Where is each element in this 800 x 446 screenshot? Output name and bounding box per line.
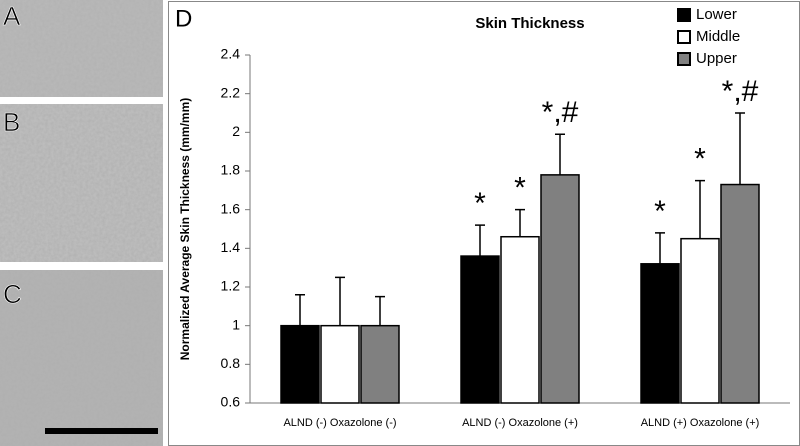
- legend-swatch: [677, 30, 691, 44]
- y-tick-label: 0.6: [221, 394, 241, 410]
- error-bar: [655, 232, 665, 264]
- y-axis-label: Normalized Average Skin Thickness (mm/mm…: [178, 98, 192, 361]
- error-bar: [695, 179, 705, 239]
- bar: [320, 324, 360, 404]
- y-tick-label: 2.2: [221, 84, 241, 100]
- micrograph-texture: [0, 270, 163, 446]
- y-tick-label: 2.4: [221, 46, 241, 62]
- bar: [460, 255, 500, 404]
- bar: [500, 235, 540, 404]
- panel-labels: A B C: [3, 1, 22, 310]
- x-tick-label: ALND (-) Oxazolone (+): [462, 417, 578, 429]
- y-tick-label: 0.8: [221, 355, 241, 371]
- significance-label: *: [694, 143, 706, 176]
- y-tick-label: 1.6: [221, 200, 241, 216]
- significance-label: *: [514, 172, 526, 205]
- micrographs: [0, 0, 163, 446]
- significance-label: *,#: [542, 96, 579, 129]
- significance-label: *: [654, 195, 666, 228]
- y-tick-label: 2: [232, 123, 240, 139]
- legend-label: Upper: [696, 50, 737, 67]
- bar: [680, 237, 720, 404]
- error-bar: [475, 224, 485, 257]
- y-tick-label: 1.4: [221, 239, 241, 255]
- error-bar: [555, 133, 565, 175]
- bar: [640, 263, 680, 404]
- y-tick-label: 1: [232, 316, 240, 332]
- significance-label: *: [474, 187, 486, 220]
- bar: [360, 324, 400, 404]
- y-tick-label: 1.8: [221, 162, 241, 178]
- panel-label: C: [3, 279, 22, 309]
- micrograph-texture: [0, 0, 163, 97]
- y-tick-label: 1.2: [221, 278, 241, 294]
- significance-label: *,#: [722, 75, 759, 108]
- x-tick-label: ALND (-) Oxazolone (-): [283, 417, 396, 429]
- bar: [720, 183, 760, 404]
- chart-title: Skin Thickness: [475, 15, 584, 32]
- x-tick-label: ALND (+) Oxazolone (+): [641, 417, 760, 429]
- bar: [280, 324, 320, 404]
- error-bar: [295, 293, 305, 326]
- micrograph-texture: [0, 104, 163, 262]
- panel-label: B: [3, 107, 20, 137]
- legend-label: Lower: [696, 6, 737, 23]
- panel-label: D: [175, 5, 192, 32]
- panel-label: A: [3, 1, 21, 31]
- legend-swatch: [677, 8, 691, 22]
- error-bar: [375, 295, 385, 326]
- scale-bar: [45, 428, 158, 434]
- error-bar: [515, 208, 525, 237]
- plot: 0.6 0.8 1 1.2 1.4 1.6 1.8 2 2.2 2.4 ALND (-) Oxazo…: [221, 6, 790, 429]
- error-bar: [735, 112, 745, 185]
- error-bar: [335, 276, 345, 326]
- legend-swatch: [677, 52, 691, 66]
- legend-label: Middle: [696, 28, 740, 45]
- bar: [540, 174, 580, 404]
